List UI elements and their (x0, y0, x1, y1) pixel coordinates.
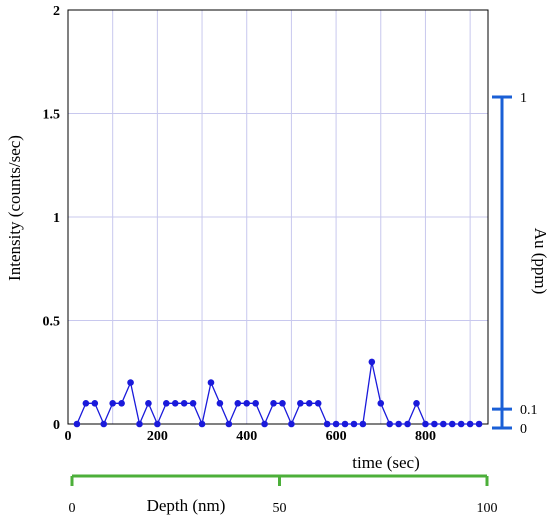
x-tick-label: 200 (147, 429, 168, 444)
data-point (91, 400, 99, 407)
data-point (189, 400, 197, 407)
x-axis-label: time (sec) (352, 453, 420, 472)
series (73, 358, 483, 428)
right-axis-label: Au (ppm) (531, 228, 550, 295)
data-point (145, 400, 152, 407)
y-tick-label: 2 (53, 4, 60, 19)
data-point (162, 400, 170, 407)
grid (68, 10, 488, 424)
x-tick-label: 600 (326, 429, 347, 444)
data-point (198, 420, 206, 428)
data-point (305, 400, 313, 407)
data-point (297, 400, 304, 407)
data-point (225, 420, 233, 428)
right-axis-tick-label: 0 (520, 422, 527, 437)
data-point (386, 420, 394, 428)
data-point (243, 400, 251, 407)
data-point (395, 420, 402, 428)
data-point (216, 400, 224, 407)
data-point (422, 420, 429, 428)
data-point (377, 400, 385, 407)
y-axis-label: Intensity (counts/sec) (5, 135, 24, 281)
y-tick-label: 1 (53, 211, 60, 226)
data-point (440, 420, 447, 428)
series-line (76, 361, 480, 427)
depth-axis-label: Depth (nm) (147, 496, 226, 515)
data-point (404, 420, 411, 428)
depth-axis-tick-label: 50 (273, 501, 287, 516)
data-point (323, 420, 331, 428)
data-point (448, 420, 456, 428)
data-point (234, 400, 242, 407)
data-point (413, 400, 420, 407)
depth-axis-tick-label: 100 (477, 501, 498, 516)
depth-axis: 0 50 100 (69, 474, 498, 516)
data-point (261, 420, 268, 428)
data-point (252, 400, 259, 407)
x-tick-label: 800 (415, 429, 436, 444)
data-point (332, 420, 340, 428)
data-point (341, 420, 349, 428)
x-tick-label: 0 (65, 429, 72, 444)
y-tick-label: 1.5 (43, 108, 61, 123)
data-point (314, 400, 322, 407)
data-point (368, 358, 376, 366)
data-point (279, 400, 286, 407)
plot-frame (67, 9, 489, 425)
depth-axis-tick-label: 0 (69, 501, 76, 516)
y-tick-labels: 0 0.5 1 1.5 2 (43, 4, 61, 433)
data-point (100, 420, 108, 428)
data-point (180, 400, 188, 407)
data-point (73, 420, 81, 428)
x-tick-labels: 0 200 400 600 800 (65, 429, 436, 444)
right-axis-tick-label: 0.1 (520, 403, 538, 418)
data-point (359, 420, 367, 428)
y-tick-label: 0 (53, 418, 60, 433)
data-point (475, 420, 483, 428)
data-point (350, 420, 358, 428)
x-tick-label: 400 (236, 429, 257, 444)
data-point (154, 420, 161, 428)
data-point (457, 420, 465, 428)
data-point (118, 400, 125, 407)
data-point (288, 420, 295, 428)
data-point (466, 420, 474, 428)
right-axis: 00.11 (492, 91, 538, 437)
data-point (109, 400, 116, 407)
y-tick-label: 0.5 (43, 315, 61, 330)
data-point (127, 379, 134, 386)
data-point (270, 400, 277, 407)
data-point (136, 420, 143, 428)
data-point (431, 420, 438, 428)
data-point (82, 400, 90, 407)
data-point (171, 400, 179, 407)
data-point (207, 379, 215, 386)
right-axis-tick-label: 1 (520, 91, 527, 106)
